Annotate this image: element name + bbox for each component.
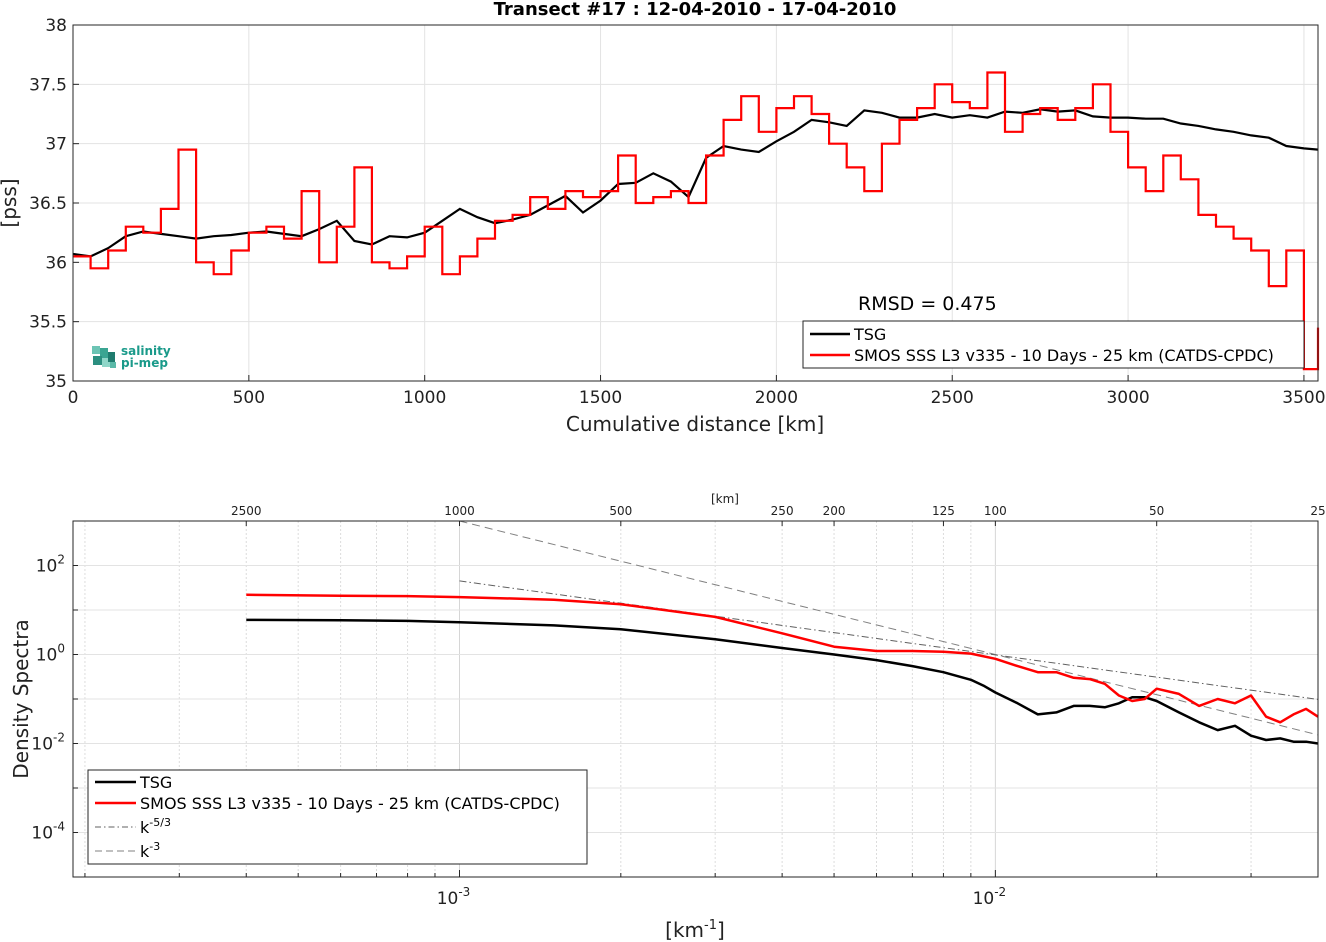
logo-block-6 <box>110 362 116 368</box>
top-x-tick-label: 3500 <box>1282 388 1325 408</box>
y-tick-exp: 2 <box>57 553 65 567</box>
logo-text-1: salinity <box>121 344 171 358</box>
top-x-tick-label: 0 <box>68 388 79 408</box>
top-x-tick-label: 2500 <box>931 388 974 408</box>
y-tick-exp: -2 <box>53 731 65 745</box>
bottom-series-line-tsg <box>246 618 1319 745</box>
bottom-legend-label-tsg: TSG <box>139 773 172 792</box>
logo-block-2 <box>100 348 108 358</box>
top-km-tick-label: 100 <box>984 504 1007 518</box>
bottom-legend: TSG SMOS SSS L3 v335 - 10 Days - 25 km (… <box>87 769 588 865</box>
x-tick-exp: -3 <box>458 885 470 899</box>
top-legend-box <box>802 320 1305 369</box>
top-y-tick-label: 36.5 <box>29 194 67 214</box>
y-tick-base: 10 <box>36 646 58 666</box>
bottom-y-tick-label: 100 <box>36 642 65 666</box>
bottom-x-axis-label: [km-1] <box>665 918 725 942</box>
y-tick-base: 10 <box>36 557 58 577</box>
bottom-series-line-smos <box>246 593 1319 724</box>
top-x-tick-label: 500 <box>233 388 265 408</box>
top-km-tick-label: 50 <box>1149 504 1164 518</box>
top-legend-label-tsg: TSG <box>853 325 886 344</box>
top-km-tick-label: 500 <box>609 504 632 518</box>
top-km-tick-label: 25 <box>1310 504 1325 518</box>
top-legend: TSG SMOS SSS L3 v335 - 10 Days - 25 km (… <box>802 320 1305 369</box>
chart-title: Transect #17 : 12-04-2010 - 17-04-2010 <box>494 0 897 20</box>
x-tick-base: 10 <box>973 889 995 909</box>
top-x-tick-label: 1000 <box>403 388 446 408</box>
bottom-y-axis-label: Density Spectra <box>9 619 33 778</box>
top-y-tick-label: 35.5 <box>29 313 67 333</box>
bottom-legend-label-smos: SMOS SSS L3 v335 - 10 Days - 25 km (CATD… <box>140 794 560 813</box>
bottom-series-group <box>246 520 1319 745</box>
salinity-pi-mep-logo: salinity pi-mep <box>92 344 171 370</box>
bottom-legend-label-k53: k-5/3 <box>140 816 171 837</box>
x-tick-exp: -2 <box>994 885 1006 899</box>
logo-block-4 <box>102 358 110 367</box>
bottom-y-tick-label: 10-4 <box>31 820 65 844</box>
top-ticks: 0 500 1000 1500 2000 2500 3000 3500 35 35.5 36 36.5… <box>29 16 1325 408</box>
salinity-transect-chart: Transect #17 : 12-04-2010 - 17-04-2010 0… <box>0 0 1326 436</box>
top-km-tick-label: 2500 <box>231 504 262 518</box>
k53-sup: -5/3 <box>149 816 171 829</box>
top-x-tick-label: 1500 <box>579 388 622 408</box>
top-km-tick-label: 250 <box>771 504 794 518</box>
bottom-y-tick-label: 102 <box>36 553 65 577</box>
top-y-tick-label: 37 <box>45 135 67 155</box>
y-tick-exp: 0 <box>57 642 65 656</box>
x-tick-base: 10 <box>437 889 459 909</box>
top-x-tick-label: 3000 <box>1106 388 1149 408</box>
k3-sup: -3 <box>149 840 160 853</box>
top-km-tick-label: 1000 <box>444 504 475 518</box>
bottom-x-axis-label-base: [km <box>665 918 704 942</box>
top-x-axis-label: Cumulative distance [km] <box>566 412 824 436</box>
logo-text-2: pi-mep <box>121 356 168 370</box>
top-series-line-tsg <box>72 108 1319 258</box>
top-km-tick-label: 200 <box>823 504 846 518</box>
top-y-tick-label: 37.5 <box>29 75 67 95</box>
k53-base: k <box>140 818 150 837</box>
top-x-tick-label: 2000 <box>755 388 798 408</box>
top-km-tick-label: 125 <box>932 504 955 518</box>
logo-block-5 <box>108 352 115 362</box>
rmsd-annotation: RMSD = 0.475 <box>858 293 997 315</box>
top-y-tick-label: 36 <box>45 253 67 273</box>
bottom-legend-box <box>87 769 588 865</box>
top-legend-label-smos: SMOS SSS L3 v335 - 10 Days - 25 km (CATD… <box>854 346 1274 365</box>
top-y-axis-label: [pss] <box>0 178 21 227</box>
logo-block-3 <box>93 356 102 365</box>
top-series-line-smos <box>73 71 1320 371</box>
top-km-axis-label: [km] <box>711 492 739 506</box>
k3-base: k <box>140 842 150 861</box>
bottom-x-tick-label: 10-2 <box>973 885 1007 909</box>
y-tick-base: 10 <box>31 824 53 844</box>
bottom-legend-label-k3: k-3 <box>140 840 160 861</box>
bottom-x-tick-label: 10-3 <box>437 885 471 909</box>
top-y-tick-label: 38 <box>45 16 67 36</box>
bottom-y-tick-label: 10-2 <box>31 731 65 755</box>
top-series-group <box>72 71 1320 371</box>
bottom-x-axis-label-sup: -1 <box>704 918 717 933</box>
bottom-series-line-k3 <box>459 520 1319 736</box>
y-tick-base: 10 <box>31 735 53 755</box>
bottom-x-axis-label-end: ] <box>717 918 725 942</box>
top-y-tick-label: 35 <box>45 372 67 392</box>
logo-block-1 <box>92 346 100 354</box>
y-tick-exp: -4 <box>53 820 65 834</box>
